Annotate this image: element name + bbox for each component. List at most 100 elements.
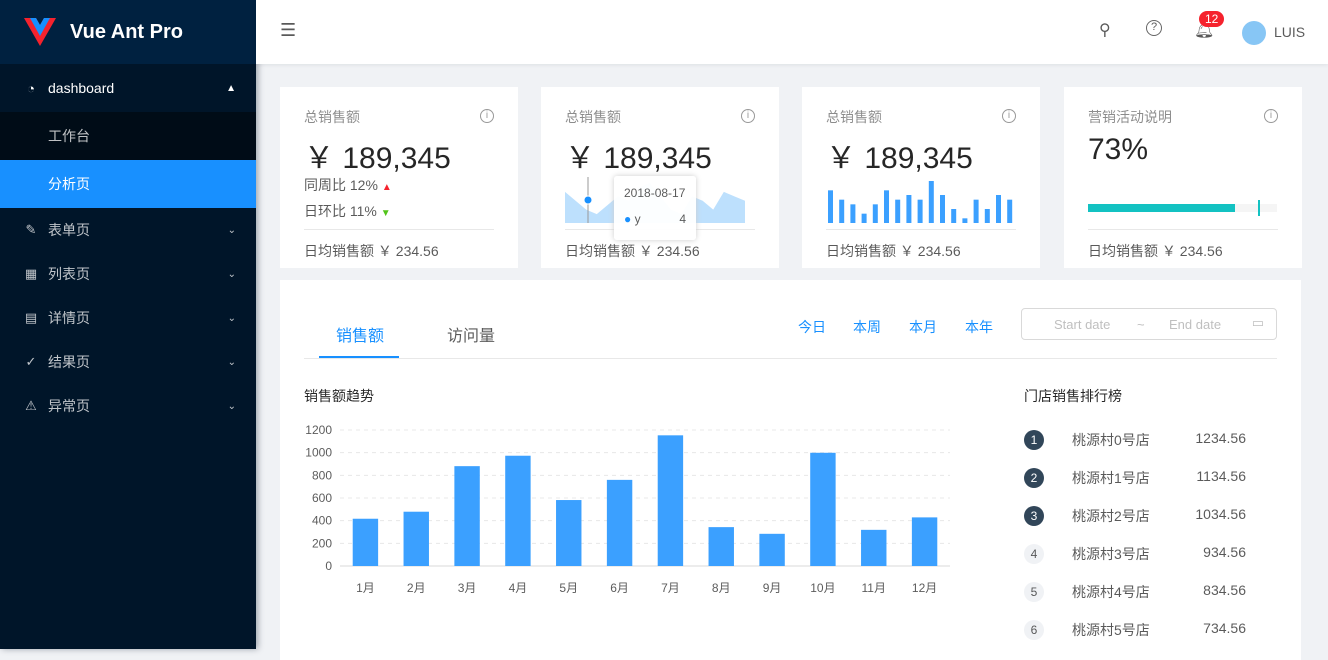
rank-item: 4 桃源村3号店 934.56 xyxy=(1024,544,1246,564)
bar[interactable] xyxy=(403,511,429,566)
sidebar-item-workplace[interactable]: 工作台 xyxy=(0,112,256,160)
x-tick-label: 10月 xyxy=(810,581,835,595)
chart-title: 销售额趋势 xyxy=(304,388,374,404)
range-today[interactable]: 今日 xyxy=(798,319,826,335)
card-value: ￥ 189,345 xyxy=(826,142,973,175)
bar[interactable] xyxy=(454,466,480,566)
start-date-input[interactable]: Start date xyxy=(1054,317,1111,332)
rank-number: 4 xyxy=(1024,544,1044,564)
tooltip-series: y xyxy=(634,212,641,226)
x-tick-label: 7月 xyxy=(661,581,680,595)
caret-up-icon: ▲ xyxy=(381,182,392,193)
mini-bar xyxy=(906,195,912,223)
card-value: ￥ 189,345 xyxy=(565,142,712,175)
bar[interactable] xyxy=(505,455,531,566)
sidebar-item-form[interactable]: ✎ 表单页 ⌄ xyxy=(0,208,256,252)
caret-down-icon: ▼ xyxy=(380,208,391,219)
logo[interactable]: Vue Ant Pro xyxy=(0,0,256,64)
card-title: 总销售额 xyxy=(304,109,360,125)
mini-bar xyxy=(996,195,1001,223)
bar[interactable] xyxy=(657,435,684,566)
mini-bar xyxy=(928,181,934,223)
card-footer: 日均销售额 ￥ 234.56 xyxy=(304,229,494,261)
username[interactable]: LUIS xyxy=(1274,24,1306,40)
store-name: 桃源村4号店 xyxy=(1072,584,1150,600)
mini-bar xyxy=(962,218,968,223)
card-footer: 日均销售额 ￥ 234.56 xyxy=(1088,229,1278,261)
x-tick-label: 5月 xyxy=(559,581,578,595)
notification-badge: 12 xyxy=(1199,11,1225,27)
avatar[interactable] xyxy=(1242,21,1266,45)
calendar-icon: ▭ xyxy=(1251,315,1264,330)
bar[interactable] xyxy=(911,517,938,566)
header: ☰ ⚲ ? 🔔︎ 12 LUIS xyxy=(256,0,1328,64)
bar[interactable] xyxy=(556,500,582,566)
rank-number: 1 xyxy=(1024,430,1044,450)
active-point xyxy=(583,195,593,205)
info-icon[interactable]: i xyxy=(1002,109,1016,123)
end-date-input[interactable]: End date xyxy=(1169,317,1222,332)
range-week[interactable]: 本周 xyxy=(853,319,881,335)
x-tick-label: 12月 xyxy=(912,581,937,595)
x-tick-label: 9月 xyxy=(763,581,782,595)
rank-item: 1 桃源村0号店 1234.56 xyxy=(1024,430,1246,450)
sidebar-item-profile[interactable]: ▤ 详情页 ⌄ xyxy=(0,296,256,340)
tab-ink-bar xyxy=(319,356,399,358)
menu-label: 列表页 xyxy=(48,266,90,282)
bar[interactable] xyxy=(606,479,633,566)
mini-bar-chart[interactable] xyxy=(826,179,1016,223)
mini-bar xyxy=(872,204,878,223)
dashboard-icon: ◔ xyxy=(27,80,35,96)
menu-label: 异常页 xyxy=(48,398,90,414)
chart-tooltip: 2018-08-17 ● y 4 xyxy=(614,176,696,240)
stat-card-campaign: 营销活动说明 i 73% 日均销售额 ￥ 234.56 xyxy=(1064,87,1302,268)
question-icon[interactable]: ? xyxy=(1146,20,1162,36)
rank-item: 5 桃源村4号店 834.56 xyxy=(1024,582,1246,602)
bar[interactable] xyxy=(861,529,887,566)
day-ratio: 日环比 11% xyxy=(304,203,377,219)
info-icon[interactable]: i xyxy=(741,109,755,123)
week-ratio: 同周比 12% xyxy=(304,177,378,193)
sidebar-item-result[interactable]: ✓ 结果页 ⌄ xyxy=(0,340,256,384)
bar[interactable] xyxy=(759,533,785,566)
x-tick-label: 11月 xyxy=(862,581,886,595)
chevron-down-icon: ⌄ xyxy=(227,268,236,280)
info-icon[interactable]: i xyxy=(1264,109,1278,123)
menu-label: 工作台 xyxy=(48,128,90,144)
tab-sales[interactable]: 销售额 xyxy=(336,328,385,345)
y-tick-label: 0 xyxy=(325,559,332,573)
tabs-divider xyxy=(304,358,1277,359)
mini-bar xyxy=(984,209,990,223)
chevron-down-icon: ⌄ xyxy=(227,356,236,368)
bar[interactable] xyxy=(708,527,734,566)
range-month[interactable]: 本月 xyxy=(909,319,937,335)
sales-bar-chart: 0 200 400 600 800 1000 1200 1月 2月 3月 4月 5月 6月 7月 8月 9月 1… xyxy=(305,423,950,595)
y-tick-label: 1000 xyxy=(305,446,332,460)
store-sales: 734.56 xyxy=(1203,620,1246,636)
sidebar-item-list[interactable]: ▦ 列表页 ⌄ xyxy=(0,252,256,296)
date-range-picker[interactable]: Start date ~ End date ▭ xyxy=(1021,308,1277,340)
card-value: 73% xyxy=(1088,133,1149,166)
tab-visits[interactable]: 访问量 xyxy=(447,328,496,345)
sidebar-item-analysis[interactable]: 分析页 xyxy=(0,160,256,208)
sidebar: Vue Ant Pro ◔ dashboard ▲ 工作台 分析页 ✎ 表单页 ⌄ ▦ 列… xyxy=(0,0,256,649)
store-sales: 1234.56 xyxy=(1195,430,1246,446)
mini-bar xyxy=(850,204,856,223)
card-footer: 日均销售额 ￥ 234.56 xyxy=(826,229,1016,261)
profile-icon: ▤ xyxy=(24,310,38,325)
sidebar-item-exception[interactable]: ⚠ 异常页 ⌄ xyxy=(0,384,256,428)
menu-fold-icon[interactable]: ☰ xyxy=(280,20,297,40)
search-icon[interactable]: ⚲ xyxy=(1099,22,1111,39)
tooltip-value: 4 xyxy=(679,212,686,226)
range-year[interactable]: 本年 xyxy=(965,319,993,335)
mini-bar xyxy=(839,199,845,223)
bar[interactable] xyxy=(810,452,836,566)
vue-logo-icon xyxy=(24,18,56,46)
tooltip-date: 2018-08-17 xyxy=(624,186,686,200)
menu-label: 分析页 xyxy=(48,176,90,192)
bar[interactable] xyxy=(352,518,379,566)
chevron-up-icon: ▲ xyxy=(226,82,236,94)
rank-item: 6 桃源村5号店 734.56 xyxy=(1024,620,1246,640)
info-icon[interactable]: i xyxy=(480,109,494,123)
sidebar-item-dashboard[interactable]: ◔ dashboard ▲ xyxy=(0,64,256,112)
